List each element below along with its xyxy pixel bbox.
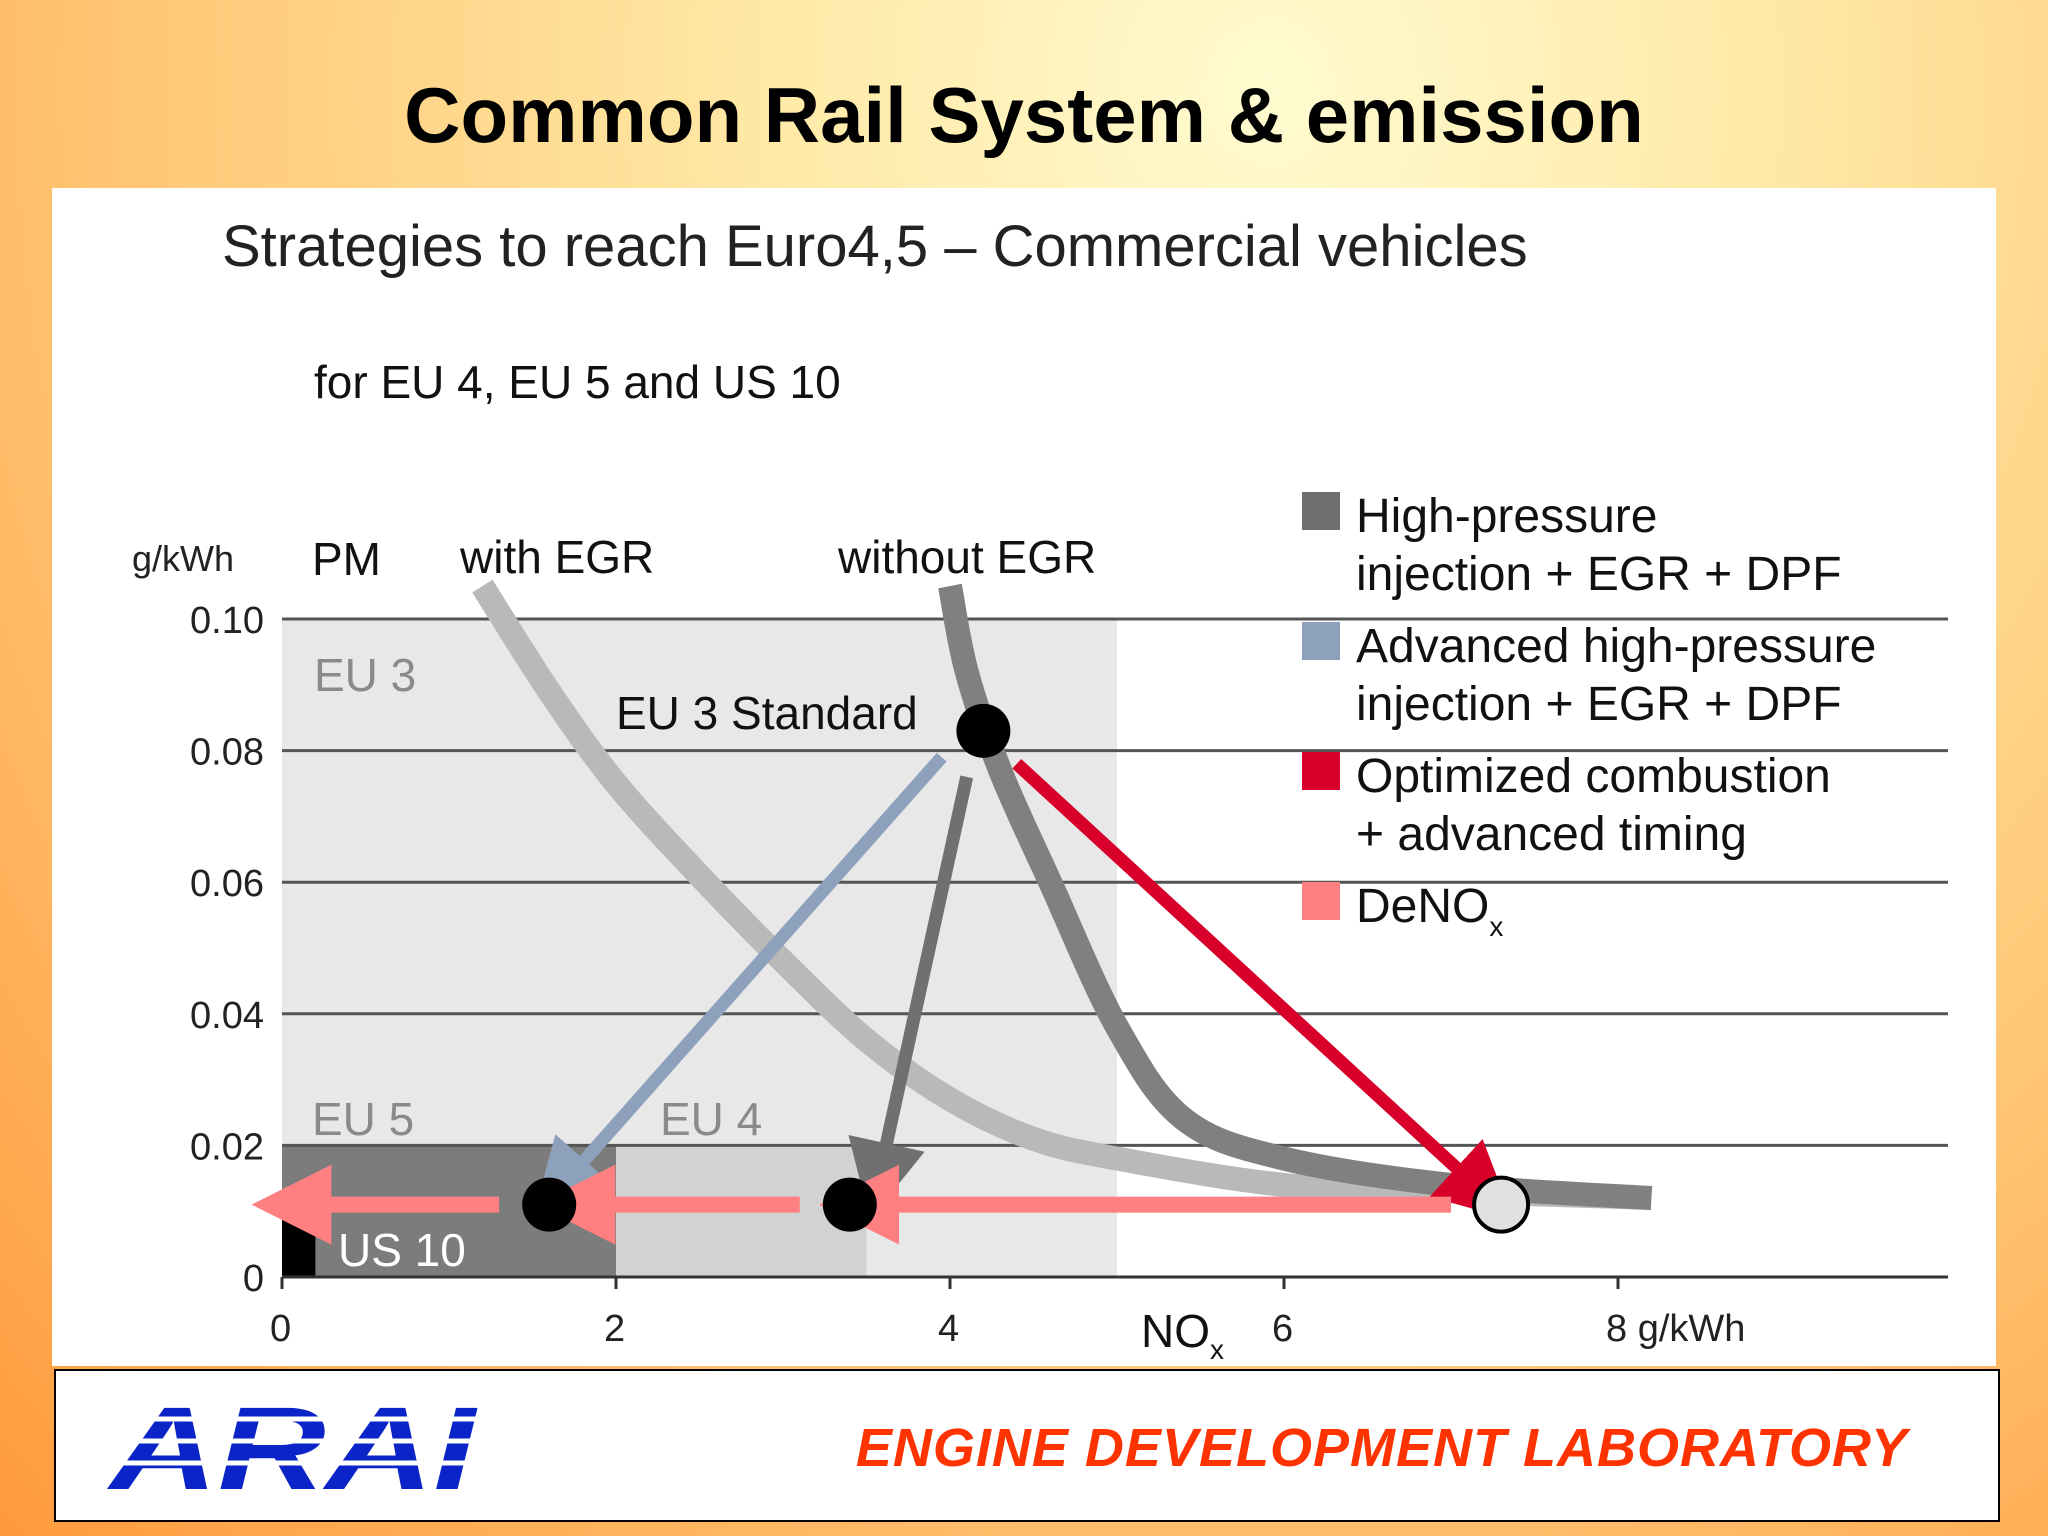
arrow-optimized-combustion-advanced-timing-2 [1012,758,1514,1221]
arrow-high-pressure-injection-egr-dpf-1 [848,775,974,1220]
arai-logo: ARAI [104,1389,484,1507]
point-eu-3-standard [956,703,1011,758]
legend-label-line2-0: injection + EGR + DPF [1356,548,1842,601]
series-label-without-egr: without EGR [837,531,1096,583]
x-tick-label-4: 8 g/kWh [1606,1308,1745,1350]
legend-swatch-2 [1302,752,1340,790]
legend-swatch-0 [1302,492,1340,530]
operating-points [522,703,1531,1234]
footer-bar: ARAI ENGINE DEVELOPMENT LABORATORY [54,1369,2000,1522]
x-tick-label-3: 6 [1272,1308,1293,1350]
legend-label-1: Advanced high-pressure [1356,620,1876,673]
x-axis-label: NOx [1141,1305,1224,1365]
chart-panel: Strategies to reach Euro4,5 – Commercial… [52,188,1996,1366]
region-labels: EU 3 EU 5 EU 4 US 10 [312,649,762,1276]
axes: 0 2 4 6 8 g/kWh 0 0.02 0.04 0.06 0.08 0.10 [190,600,1948,1350]
point-1 [522,1177,577,1232]
series-label-with-egr: with EGR [459,531,654,583]
legend-label-3: DeNOx [1356,880,1503,942]
y-axis-label: PM [312,533,381,585]
region-label-eu-4: EU 4 [660,1093,762,1145]
lab-name: ENGINE DEVELOPMENT LABORATORY [855,1418,1908,1478]
legend-label-line2-1: injection + EGR + DPF [1356,678,1842,731]
emission-chart: Strategies to reach Euro4,5 – Commercial… [132,214,1948,1365]
strategy-arrows [251,752,1514,1245]
legend-swatch-3 [1302,882,1340,920]
y-tick-label-4: 0.08 [190,732,264,774]
region-label-eu-5: EU 5 [312,1093,414,1145]
region-label-us-10: US 10 [338,1224,466,1276]
slide-title: Common Rail System & emission [404,71,1644,159]
svg-text:ARAI: ARAI [106,1389,478,1507]
point-label-eu3-standard: EU 3 Standard [616,687,918,739]
chart-title: Strategies to reach Euro4,5 – Commercial… [222,214,1528,279]
legend-label-line2-2: + advanced timing [1356,808,1747,861]
legend-swatch-1 [1302,622,1340,660]
region-us-10 [282,1191,316,1277]
y-tick-label-5: 0.10 [190,600,264,642]
region-label-eu-3: EU 3 [314,649,416,701]
legend-label-subscript-3: x [1489,911,1503,942]
legend-label-2: Optimized combustion [1356,750,1831,803]
point-3 [1472,1175,1531,1234]
legend-label-0: High-pressure [1356,490,1657,543]
y-tick-label-3: 0.06 [190,863,264,905]
y-tick-label-1: 0.02 [190,1126,264,1168]
chart-subtitle: for EU 4, EU 5 and US 10 [314,356,841,408]
curve-with-egr [472,579,1652,1211]
y-unit-label: g/kWh [132,538,234,579]
x-axis-label-subscript: x [1210,1334,1224,1365]
x-tick-label-1: 2 [604,1308,625,1350]
arrow-advanced-high-pressure-injection-egr-dpf-0 [532,752,947,1219]
x-tick-label-0: 0 [270,1308,291,1350]
x-axis-label-text: NO [1141,1305,1210,1357]
point-2 [822,1177,877,1232]
x-tick-label-2: 4 [938,1308,959,1350]
y-tick-label-2: 0.04 [190,995,264,1037]
y-tick-label-0: 0 [243,1258,264,1300]
